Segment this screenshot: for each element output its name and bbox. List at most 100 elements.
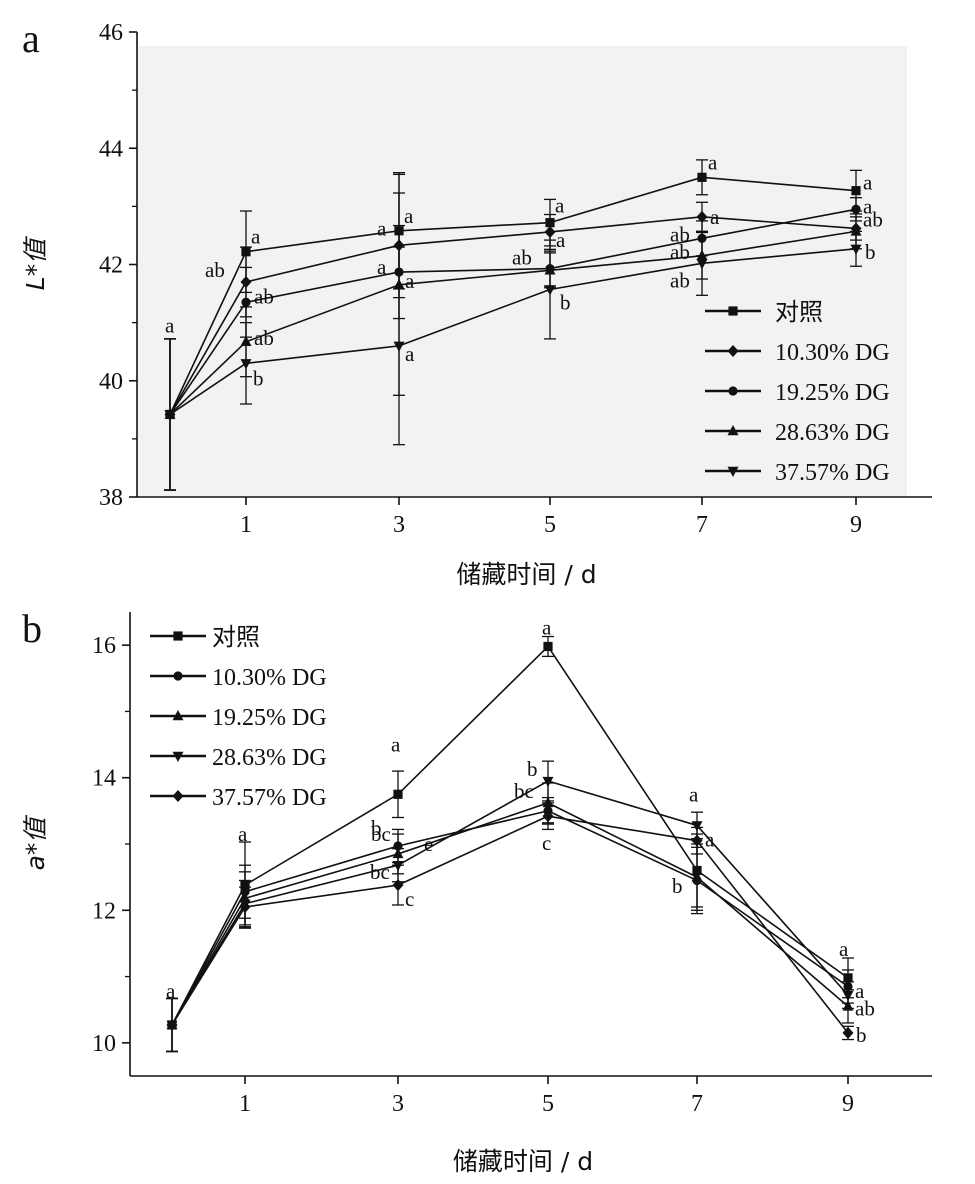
legend-marker (172, 751, 184, 762)
significance-label: a (839, 937, 849, 961)
x-tick-label: 3 (392, 1091, 404, 1117)
series-line (171, 815, 849, 1034)
data-point (393, 789, 403, 799)
data-point (842, 990, 854, 1002)
data-point (850, 225, 862, 236)
significance-label: e (424, 832, 433, 856)
significance-label: a (166, 979, 176, 1003)
series-line (169, 230, 857, 416)
data-point (851, 204, 861, 214)
panel-letter: a (22, 16, 40, 61)
series-line (171, 645, 849, 1026)
significance-label: a (555, 194, 565, 218)
data-point (851, 186, 861, 196)
significance-label: ab (855, 996, 875, 1020)
significance-label: b (527, 757, 538, 781)
significance-label: a (542, 615, 552, 639)
significance-label: ab (254, 284, 274, 308)
significance-label: c (405, 887, 414, 911)
legend-marker (727, 425, 739, 436)
significance-label: ab (670, 268, 690, 292)
data-point (166, 1018, 178, 1031)
legend-entry: 28.63% DG (212, 745, 327, 771)
significance-label: a (863, 171, 873, 195)
data-point (240, 359, 252, 370)
significance-label: a (689, 782, 699, 806)
data-point (691, 834, 703, 847)
data-point (691, 821, 703, 832)
y-axis-title: a*值 (21, 815, 50, 871)
significance-label: a (405, 342, 415, 366)
legend-entry: 对照 (212, 624, 260, 651)
significance-label: a (377, 216, 387, 240)
legend: 对照 10.30% DG 19.25% DG 28.63% DG 37.57% DG (705, 299, 890, 486)
series-line (171, 780, 849, 1026)
data-point (392, 879, 404, 892)
series-line (169, 248, 857, 416)
significance-label: b (253, 366, 264, 390)
legend-marker (172, 710, 184, 721)
legend-entry: 37.57% DG (212, 785, 327, 811)
legend-marker (173, 671, 183, 681)
data-point (842, 1026, 854, 1039)
y-tick-label: 14 (92, 766, 116, 792)
significance-label: b (672, 874, 683, 898)
significance-label: ab (254, 326, 274, 350)
significance-label: a (165, 313, 175, 337)
legend-entry: 37.57% DG (775, 460, 890, 486)
y-tick-label: 46 (99, 20, 123, 46)
significance-label: a (238, 822, 248, 846)
significance-label: ab (863, 207, 883, 231)
data-point (544, 285, 556, 296)
data-point (393, 341, 405, 352)
y-tick-label: 10 (92, 1031, 116, 1057)
significance-label: a (377, 255, 387, 279)
x-tick-label: 1 (239, 1091, 251, 1117)
y-tick-label: 12 (92, 898, 116, 924)
series-line (169, 216, 857, 415)
plot-background-0 (138, 46, 362, 496)
significance-label: a (855, 979, 865, 1003)
legend-marker (172, 790, 184, 802)
significance-label: ab (512, 246, 532, 270)
significance-label: bc (370, 860, 390, 884)
significance-label: a (710, 205, 720, 229)
y-tick-label: 40 (99, 369, 123, 395)
significance-label: a (708, 150, 718, 174)
data-point (239, 900, 251, 913)
data-point (696, 210, 708, 223)
series-5: b ab ab b (164, 230, 876, 491)
legend-marker (728, 386, 738, 396)
significance-label: a (391, 732, 401, 756)
legend-marker (728, 306, 738, 316)
y-tick-label: 42 (99, 253, 123, 279)
x-tick-label: 3 (393, 512, 405, 538)
data-point (697, 172, 707, 182)
significance-label: ab (670, 222, 690, 246)
significance-label: a (251, 225, 261, 249)
legend: 对照 10.30% DG 19.25% DG 28.63% DG 37.57% DG (150, 624, 327, 811)
significance-label: a (404, 204, 414, 228)
data-point (696, 259, 708, 270)
legend-marker (727, 345, 739, 357)
x-tick-label: 9 (850, 512, 862, 538)
data-point (164, 410, 176, 421)
legend-entry: 对照 (775, 299, 823, 326)
significance-label: a (556, 228, 566, 252)
x-tick-label: 1 (240, 512, 252, 538)
significance-label: bc (371, 822, 391, 846)
data-point (543, 641, 553, 652)
significance-label: ab (205, 258, 225, 282)
x-tick-label: 9 (842, 1091, 854, 1117)
significance-label: a (405, 269, 415, 293)
data-point (542, 776, 554, 788)
x-tick-label: 7 (691, 1091, 703, 1117)
x-axis-title: 储藏时间 / d (453, 1147, 593, 1176)
legend-entry: 19.25% DG (212, 705, 327, 731)
data-point (241, 297, 251, 307)
significance-label: b (560, 290, 571, 314)
data-point (544, 225, 556, 238)
